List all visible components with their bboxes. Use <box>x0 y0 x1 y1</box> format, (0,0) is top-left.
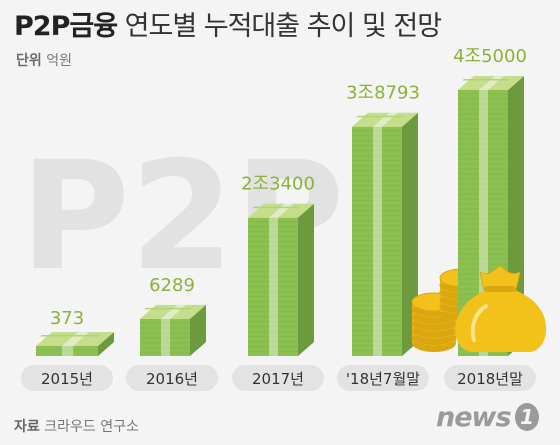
category-label-1: 2016년 <box>146 370 198 388</box>
bar-0 <box>36 332 114 356</box>
source-note: 자료 크라우드 연구소 <box>14 416 139 436</box>
value-label-0: 373 <box>50 308 84 329</box>
bar-2 <box>248 203 314 356</box>
source-key: 자료 <box>14 419 40 435</box>
logo-text: news <box>436 402 512 433</box>
category-label-0: 2015년 <box>41 370 93 388</box>
title-bold: P2P금융 <box>14 11 118 42</box>
unit-note: 단위 억원 <box>16 50 72 70</box>
news1-logo: news 1 <box>436 402 539 433</box>
category-pill-1 <box>126 365 218 391</box>
title-rest: 연도별 누적대출 추이 및 전망 <box>124 11 442 42</box>
bar-1 <box>140 304 206 356</box>
value-label-2: 2조3400 <box>241 174 315 195</box>
bar-3 <box>352 112 418 356</box>
value-label-4: 4조5000 <box>453 46 527 67</box>
unit-value: 억원 <box>46 53 72 69</box>
category-pill-0 <box>21 365 113 391</box>
source-value: 크라우드 연구소 <box>44 419 139 435</box>
category-label-2: 2017년 <box>252 370 304 388</box>
unit-key: 단위 <box>16 53 42 69</box>
chart-title: P2P금융 연도별 누적대출 추이 및 전망 <box>14 4 442 43</box>
value-label-1: 6289 <box>149 275 195 296</box>
category-pill-4 <box>444 365 536 391</box>
category-pill-2 <box>232 365 324 391</box>
category-label-4: 2018년말 <box>457 370 523 388</box>
logo-badge: 1 <box>514 403 539 431</box>
category-pill-3 <box>337 365 429 391</box>
money-bag-icon <box>455 265 547 352</box>
category-label-3: '18년7월말 <box>346 370 420 388</box>
value-label-3: 3조8793 <box>346 83 420 104</box>
